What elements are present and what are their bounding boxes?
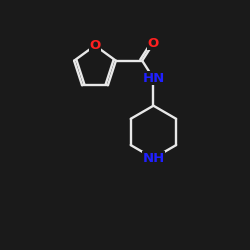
Text: HN: HN [142, 72, 165, 85]
Text: NH: NH [142, 152, 165, 165]
Text: O: O [90, 39, 101, 52]
Text: O: O [148, 37, 159, 50]
